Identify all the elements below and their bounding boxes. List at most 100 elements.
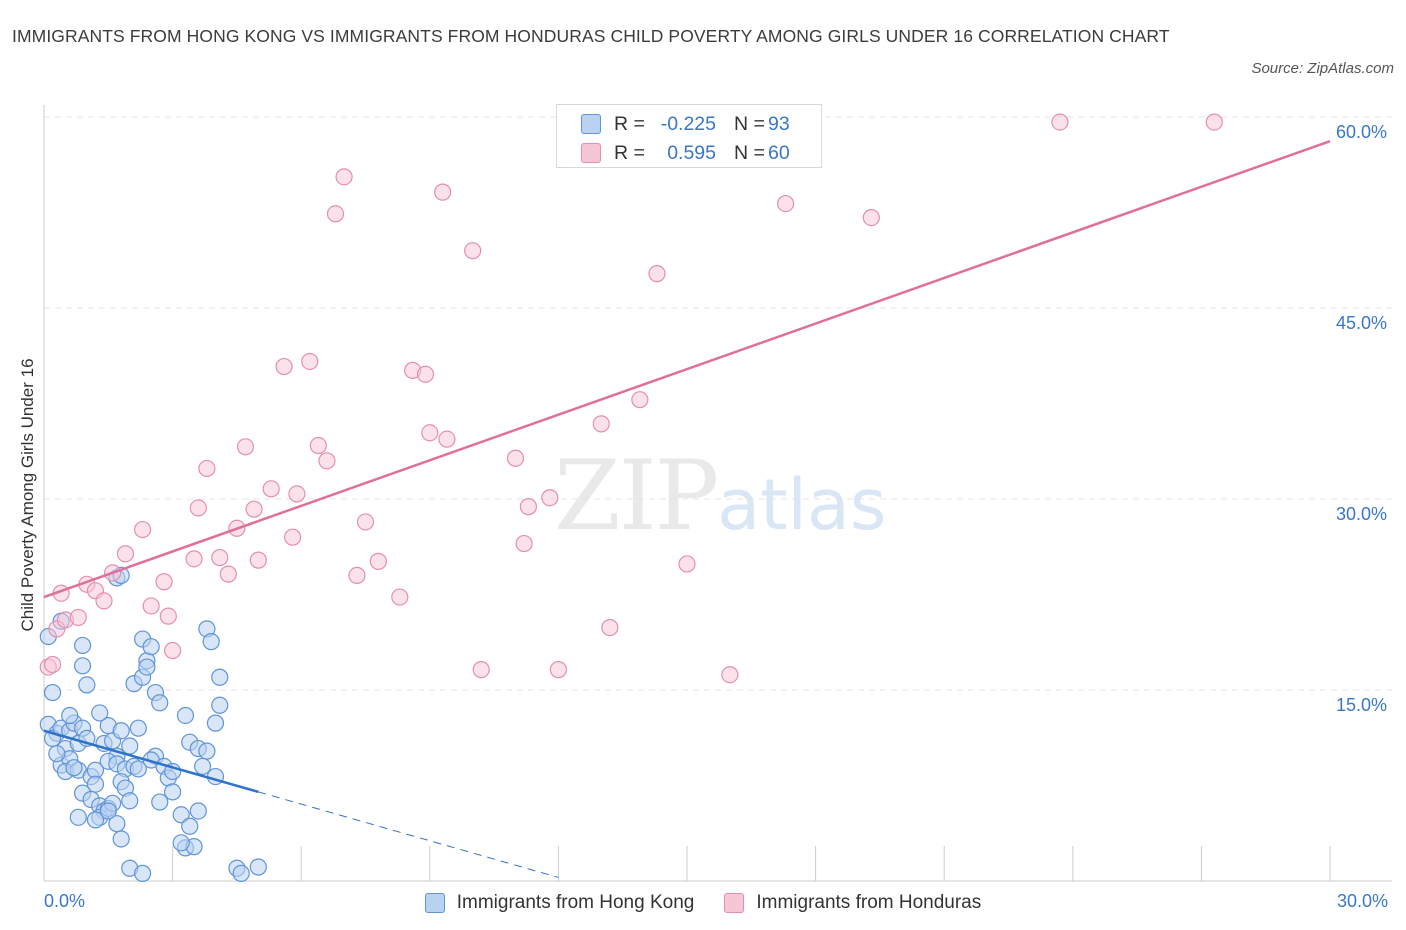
- hong-kong-point: [211, 696, 229, 714]
- y-tick-label: 15.0%: [1336, 695, 1388, 715]
- r-value: -0.225: [660, 112, 716, 135]
- honduras-point: [159, 607, 177, 625]
- honduras-point: [284, 528, 302, 546]
- honduras-point: [862, 208, 880, 227]
- hong-kong-point: [112, 722, 130, 740]
- honduras-point: [95, 592, 113, 610]
- honduras-point: [164, 641, 182, 660]
- honduras-point: [592, 415, 610, 433]
- honduras-point: [189, 499, 207, 517]
- r-label: R =: [614, 112, 645, 135]
- honduras-point: [155, 573, 173, 591]
- honduras-swatch: [581, 143, 601, 163]
- hong-kong-point: [151, 694, 169, 712]
- hong-kong-point: [189, 802, 207, 820]
- honduras-point: [601, 619, 619, 637]
- honduras-point: [519, 498, 537, 516]
- hong-kong-point: [86, 811, 105, 829]
- honduras-point: [631, 391, 649, 409]
- r-label: R =: [614, 141, 645, 164]
- honduras-point: [198, 459, 216, 478]
- honduras-point: [356, 513, 375, 531]
- hong-kong-point: [206, 714, 225, 732]
- hong-kong-point: [133, 864, 152, 882]
- legend-label: Immigrants from Hong Kong: [456, 892, 695, 913]
- legend-row-honduras: R = 0.595 N = 60: [581, 138, 790, 168]
- honduras-point: [391, 588, 409, 606]
- hong-kong-point: [112, 830, 130, 848]
- honduras-point: [1205, 113, 1223, 131]
- honduras-point: [776, 194, 795, 213]
- hong-kong-point: [138, 658, 156, 676]
- hong-kong-point: [151, 793, 169, 811]
- honduras-point: [236, 438, 255, 456]
- honduras-point: [211, 548, 229, 567]
- honduras-point: [219, 565, 237, 583]
- honduras-trend-line: [43, 140, 1331, 599]
- y-axis-label: Child Poverty Among Girls Under 16: [18, 358, 37, 632]
- hong-kong-point: [73, 636, 92, 655]
- hong-kong-swatch: [581, 114, 601, 134]
- legend-item-hong-kong: Immigrants from Hong Kong: [424, 892, 695, 914]
- honduras-point: [43, 655, 62, 674]
- watermark-zip: ZIP: [554, 440, 719, 552]
- honduras-swatch: [724, 893, 745, 913]
- n-label: N =: [734, 141, 765, 164]
- hong-kong-trend-line: [43, 729, 259, 794]
- honduras-point: [369, 552, 387, 570]
- honduras-point: [464, 242, 482, 260]
- y-tick-label: 30.0%: [1336, 504, 1388, 524]
- honduras-point: [142, 597, 160, 615]
- honduras-point: [506, 449, 525, 467]
- hong-kong-point: [211, 668, 229, 686]
- hong-kong-point: [129, 760, 147, 778]
- honduras-point: [318, 452, 336, 470]
- n-value: 93: [768, 112, 790, 135]
- hong-kong-point: [202, 633, 220, 651]
- hong-kong-point: [164, 783, 182, 801]
- hong-kong-point: [176, 706, 195, 725]
- honduras-point: [69, 608, 87, 627]
- legend-item-honduras: Immigrants from Honduras: [724, 892, 981, 914]
- honduras-point: [721, 666, 739, 684]
- hong-kong-point: [48, 745, 66, 763]
- hong-kong-point: [73, 657, 92, 675]
- axes: [43, 105, 1392, 882]
- honduras-points: [39, 113, 1223, 684]
- n-label: N =: [734, 112, 765, 135]
- legend-row-hong-kong: R = -0.225 N = 93: [581, 109, 790, 139]
- honduras-point: [1051, 113, 1069, 131]
- honduras-point: [326, 205, 345, 223]
- series-legend: Immigrants from Hong Kong Immigrants fro…: [0, 888, 1406, 918]
- hong-kong-point: [61, 706, 79, 725]
- y-tick-label: 45.0%: [1336, 313, 1388, 333]
- honduras-point: [416, 365, 435, 383]
- hong-kong-point: [121, 737, 139, 755]
- source-label: Source: ZipAtlas.com: [1251, 60, 1394, 77]
- hong-kong-point: [43, 683, 62, 702]
- x-tick-label-max: 30.0%: [1337, 891, 1389, 911]
- honduras-point: [275, 357, 293, 376]
- honduras-point: [515, 534, 533, 553]
- r-value: 0.595: [667, 141, 716, 164]
- chart-title: IMMIGRANTS FROM HONG KONG VS IMMIGRANTS …: [12, 26, 1170, 46]
- honduras-point: [541, 489, 559, 507]
- honduras-point: [434, 183, 452, 201]
- legend-label: Immigrants from Honduras: [756, 892, 982, 913]
- hong-kong-point: [194, 757, 212, 776]
- hong-kong-point: [172, 806, 190, 824]
- honduras-point: [301, 352, 319, 371]
- hong-kong-point: [172, 834, 190, 852]
- hong-kong-point: [232, 864, 250, 882]
- honduras-point: [348, 566, 366, 585]
- honduras-point: [678, 555, 696, 573]
- hong-kong-trend-extension: [258, 791, 559, 878]
- honduras-point: [438, 430, 456, 448]
- hong-kong-point: [69, 808, 87, 826]
- hong-kong-point: [99, 802, 117, 820]
- honduras-point: [309, 436, 327, 455]
- n-value: 60: [768, 141, 790, 164]
- hong-kong-point: [121, 792, 139, 810]
- hong-kong-point: [198, 742, 216, 760]
